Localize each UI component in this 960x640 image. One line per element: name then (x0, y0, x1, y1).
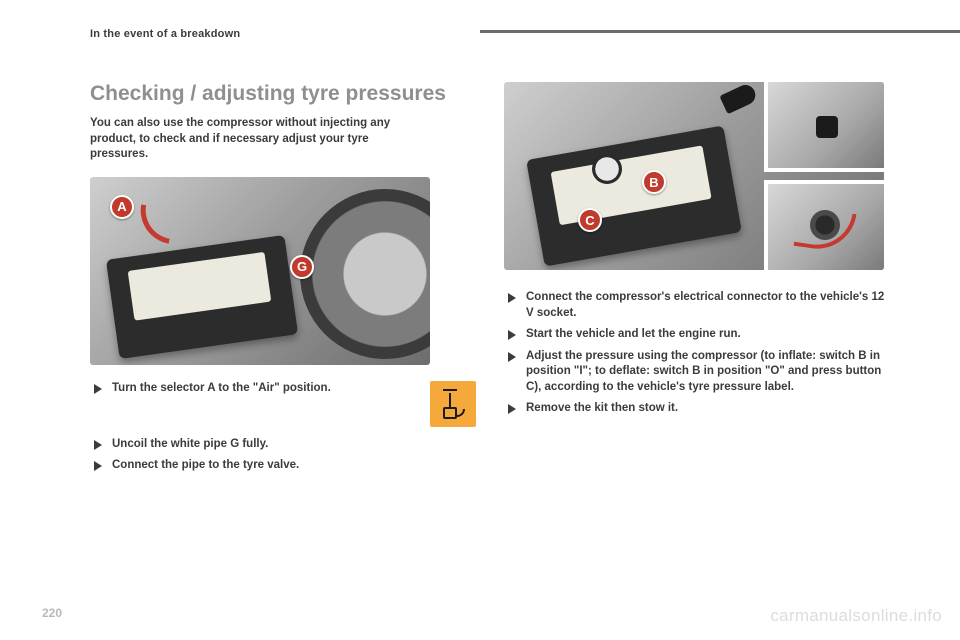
callout-c: C (578, 208, 602, 232)
callout-a: A (110, 195, 134, 219)
step-item: Start the vehicle and let the engine run… (504, 327, 890, 343)
page-number: 220 (42, 606, 62, 620)
step-item: Connect the pipe to the tyre valve. (90, 458, 476, 474)
ignition-arrow (793, 206, 856, 254)
socket-shape (816, 116, 838, 138)
left-column: Checking / adjusting tyre pressures You … (90, 82, 476, 480)
compressor-kit-shape (526, 125, 742, 266)
inset-ignition (764, 180, 884, 270)
watermark: carmanualsonline.info (770, 606, 942, 626)
figure-compressor-tyre: A G (90, 177, 430, 365)
tyre-shape (300, 189, 430, 359)
step-item: Uncoil the white pipe G fully. (90, 437, 476, 453)
content-columns: Checking / adjusting tyre pressures You … (90, 82, 890, 480)
inset-12v-socket (764, 82, 884, 172)
callout-b: B (642, 170, 666, 194)
page-title: Checking / adjusting tyre pressures (90, 82, 476, 106)
right-steps: Connect the compressor's electrical conn… (504, 290, 890, 417)
step-row-with-icon: Turn the selector A to the "Air" positio… (90, 381, 476, 427)
compressor-kit-shape (106, 235, 298, 359)
figure-compressor-power: B C (504, 82, 884, 270)
step-item: Connect the compressor's electrical conn… (504, 290, 890, 321)
step-item: Adjust the pressure using the compressor… (504, 349, 890, 396)
air-pump-icon-box (430, 381, 476, 427)
step-item: Remove the kit then stow it. (504, 401, 890, 417)
air-pump-icon (441, 389, 465, 419)
step-item: Turn the selector A to the "Air" positio… (90, 381, 418, 397)
manual-page: In the event of a breakdown Checking / a… (0, 0, 960, 640)
left-steps-1: Turn the selector A to the "Air" positio… (90, 381, 418, 403)
right-column: B C Connect the compressor's electrical … (504, 82, 890, 480)
selector-arrow (135, 204, 174, 243)
left-steps-2: Uncoil the white pipe G fully. Connect t… (90, 437, 476, 474)
header-rule (480, 30, 960, 33)
intro-text: You can also use the compressor without … (90, 116, 420, 163)
callout-g: G (290, 255, 314, 279)
power-plug-shape (719, 82, 758, 114)
